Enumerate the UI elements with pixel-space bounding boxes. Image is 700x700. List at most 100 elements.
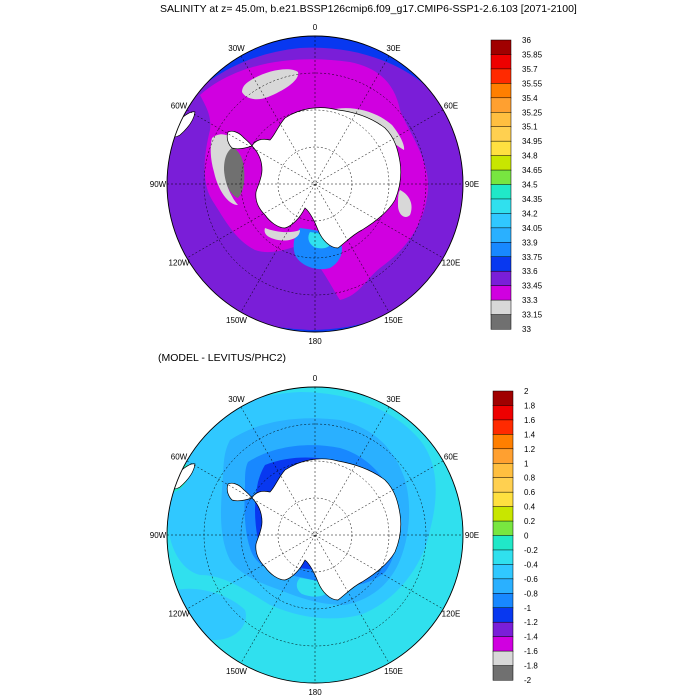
top-antarctica (251, 107, 402, 249)
colorbar-swatch (490, 169, 512, 186)
colorbar-swatch (492, 448, 514, 464)
top-colorbar: 36 35.85 35.7 35.55 35.4 35.25 35.1 34.95 34.8 34… (490, 36, 543, 334)
top-salinity-map: 0 30E 60E 90E 120E 150E 180 150W 120W 90W 60W 30W (150, 23, 479, 346)
colorbar-label: 1.6 (524, 416, 536, 425)
colorbar-swatch (492, 535, 514, 551)
colorbar-label: 1.4 (524, 430, 536, 439)
longitude-label-120w: 120W (169, 610, 190, 619)
colorbar-label: 34.2 (522, 209, 538, 218)
top-map-title: SALINITY at z= 45.0m, b.e21.BSSP126cmip6… (160, 3, 577, 15)
colorbar-label: 33.9 (522, 238, 538, 247)
colorbar-label: 1 (524, 459, 529, 468)
colorbar-swatch (492, 549, 514, 565)
top-ross-sea-cyan (308, 232, 332, 249)
colorbar-swatch (492, 665, 514, 681)
colorbar-label: 0.6 (524, 488, 536, 497)
bottom-antarctica (251, 458, 402, 601)
bottom-difference-map: 0 30E 60E 90E 120E 150E 180 150W 120W 90W 60W 30W (150, 374, 479, 697)
colorbar-swatch (492, 491, 514, 508)
colorbar-label: 34.65 (522, 166, 543, 175)
top-grey-ross (264, 228, 300, 241)
top-antarctic-peninsula (226, 130, 253, 150)
colorbar-label: 35.55 (522, 79, 543, 88)
colorbar-label: -1 (524, 604, 532, 613)
colorbar-swatch (492, 390, 514, 406)
longitude-label-60e: 60E (444, 102, 458, 111)
colorbar-swatch (492, 506, 514, 522)
colorbar-label: -1.8 (524, 662, 538, 671)
longitude-label-30w: 30W (228, 395, 245, 404)
colorbar-label: -0.4 (524, 560, 538, 569)
colorbar-swatch (490, 285, 512, 301)
colorbar-label: 0.8 (524, 474, 536, 483)
colorbar-label: 34.95 (522, 137, 543, 146)
top-grey-west-coast-light (210, 134, 238, 205)
longitude-label-150w: 150W (226, 667, 247, 676)
colorbar-swatch (490, 155, 512, 171)
colorbar-swatch (490, 213, 512, 229)
colorbar-swatch (492, 636, 514, 652)
longitude-label-90w: 90W (150, 180, 167, 189)
longitude-label-120w: 120W (169, 259, 190, 268)
longitude-label-90w: 90W (150, 531, 167, 540)
colorbar-swatch (490, 54, 512, 70)
bottom-graticule (167, 387, 463, 683)
colorbar-swatch (490, 39, 512, 55)
colorbar-swatch (492, 405, 514, 421)
longitude-label-60w: 60W (171, 453, 188, 462)
longitude-label-150e: 150E (384, 316, 403, 325)
colorbar-swatch (490, 112, 512, 128)
colorbar-swatch (490, 198, 512, 214)
colorbar-label: -0.8 (524, 589, 538, 598)
longitude-label-30w: 30W (228, 44, 245, 53)
colorbar-swatch (492, 607, 514, 623)
colorbar-swatch (492, 520, 514, 537)
longitude-label-90e: 90E (465, 180, 479, 189)
colorbar-swatch (490, 68, 512, 84)
colorbar-label: 34.8 (522, 152, 538, 161)
colorbar-label: 35.85 (522, 50, 543, 59)
longitude-label-150w: 150W (226, 316, 247, 325)
colorbar-swatch (490, 270, 512, 287)
colorbar-label: -1.6 (524, 647, 538, 656)
colorbar-swatch (490, 184, 512, 200)
colorbar-label: 35.1 (522, 123, 538, 132)
longitude-label-30e: 30E (386, 395, 400, 404)
colorbar-label: 0.4 (524, 503, 536, 512)
colorbar-label: 34.05 (522, 224, 543, 233)
top-map-border (166, 35, 464, 333)
colorbar-label: 0.2 (524, 517, 536, 526)
colorbar-label: 33.45 (522, 282, 543, 291)
colorbar-label: -0.2 (524, 546, 538, 555)
colorbar-label: 33.3 (522, 296, 538, 305)
colorbar-swatch (490, 314, 512, 330)
bottom-map-title: (MODEL - LEVITUS/PHC2) (158, 352, 286, 364)
colorbar-swatch (492, 434, 514, 450)
colorbar-label: 34.5 (522, 181, 538, 190)
bottom-map-border (166, 386, 464, 684)
longitude-label-30e: 30E (386, 44, 400, 53)
bottom-longitude-labels: 0 30E 60E 90E 120E 150E 180 150W 120W 90W 60W 30W (150, 374, 479, 697)
colorbar-swatch (492, 463, 514, 479)
top-grey-weddell (242, 69, 299, 100)
bottom-ross-sea-cyan (296, 578, 330, 597)
colorbar-swatch (492, 564, 514, 580)
colorbar-swatch (490, 97, 512, 113)
colorbar-label: 35.7 (522, 65, 538, 74)
longitude-label-0: 0 (313, 23, 318, 32)
colorbar-label: -0.6 (524, 575, 538, 584)
colorbar-swatch (490, 140, 512, 157)
colorbar-label: 2 (524, 387, 529, 396)
top-grey-west-coast (220, 145, 245, 198)
colorbar-swatch (492, 578, 514, 594)
colorbar-label: 1.8 (524, 401, 536, 410)
top-grey-east-coast (398, 190, 412, 217)
colorbar-label: 36 (522, 36, 531, 45)
longitude-label-120e: 120E (442, 259, 461, 268)
colorbar-swatch (490, 227, 512, 243)
colorbar-label: 0 (524, 532, 529, 541)
bottom-colorbar: 2 1.8 1.6 1.4 1.2 1 0.8 0.6 0.4 0.2 0 -0.2 -0.4 -0.6 -… (492, 387, 538, 685)
colorbar-label: 35.4 (522, 94, 538, 103)
colorbar-swatch (492, 477, 514, 493)
colorbar-swatch (492, 621, 514, 638)
